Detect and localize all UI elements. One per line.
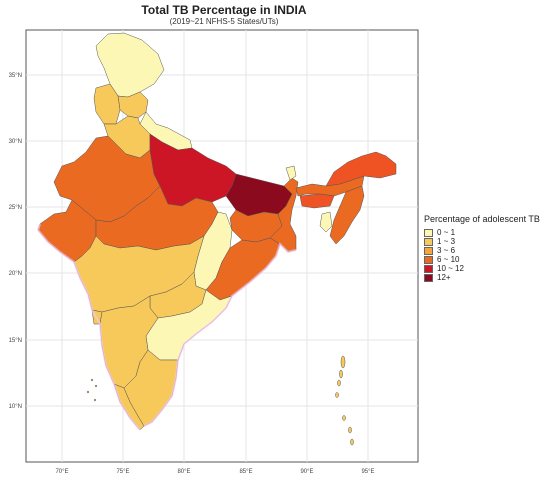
legend-title: Percentage of adolescent TB [424, 214, 540, 224]
legend-item: 1 ~ 3 [424, 237, 550, 246]
andaman-nicobar-islands [335, 355, 354, 446]
legend-item: 6 ~ 10 [424, 255, 550, 264]
lon-tick-label: 75°E [116, 469, 129, 475]
state-northeast-hills [329, 185, 365, 245]
legend-swatch [424, 273, 433, 282]
legend-item: 0 ~ 1 [424, 228, 550, 237]
legend-label: 0 ~ 1 [437, 228, 456, 237]
lat-tick-label: 30°N [9, 139, 22, 145]
lon-tick-label: 85°E [239, 469, 252, 475]
lat-tick-label: 25°N [9, 205, 22, 211]
legend-label: 12+ [437, 273, 451, 282]
lon-tick-label: 80°E [177, 469, 190, 475]
map-subtitle: (2019~21 NFHS-5 States/UTs) [169, 17, 279, 26]
legend-label: 3 ~ 6 [437, 246, 456, 255]
state-sikkim [285, 165, 297, 181]
legend-swatch [424, 246, 433, 255]
lon-tick-label: 70°E [55, 469, 68, 475]
legend-swatch [424, 255, 433, 264]
lon-tick-label: 95°E [361, 469, 374, 475]
legend-item: 10 ~ 12 [424, 264, 550, 273]
lakshadweep-islands [86, 378, 98, 402]
state-jammu-kashmir-ladakh [95, 32, 165, 98]
coastline-highlight [36, 223, 297, 431]
state-meghalaya [299, 193, 335, 209]
state-arunachal-pradesh [325, 151, 397, 187]
legend: Percentage of adolescent TB 0 ~ 1 1 ~ 3 … [424, 214, 550, 282]
map-title: Total TB Percentage in INDIA [141, 3, 307, 17]
legend-label: 6 ~ 10 [437, 255, 460, 264]
legend-swatch [424, 228, 433, 237]
lon-tick-label: 90°E [300, 469, 313, 475]
lat-tick-label: 35°N [9, 73, 22, 79]
legend-item: 3 ~ 6 [424, 246, 550, 255]
legend-swatch [424, 237, 433, 246]
lat-tick-label: 15°N [9, 338, 22, 344]
lat-tick-label: 20°N [9, 271, 22, 277]
lat-tick-label: 10°N [9, 404, 22, 410]
legend-label: 10 ~ 12 [437, 264, 464, 273]
legend-swatch [424, 264, 433, 273]
state-tripura [319, 211, 333, 233]
legend-label: 1 ~ 3 [437, 237, 456, 246]
legend-item: 12+ [424, 273, 550, 282]
